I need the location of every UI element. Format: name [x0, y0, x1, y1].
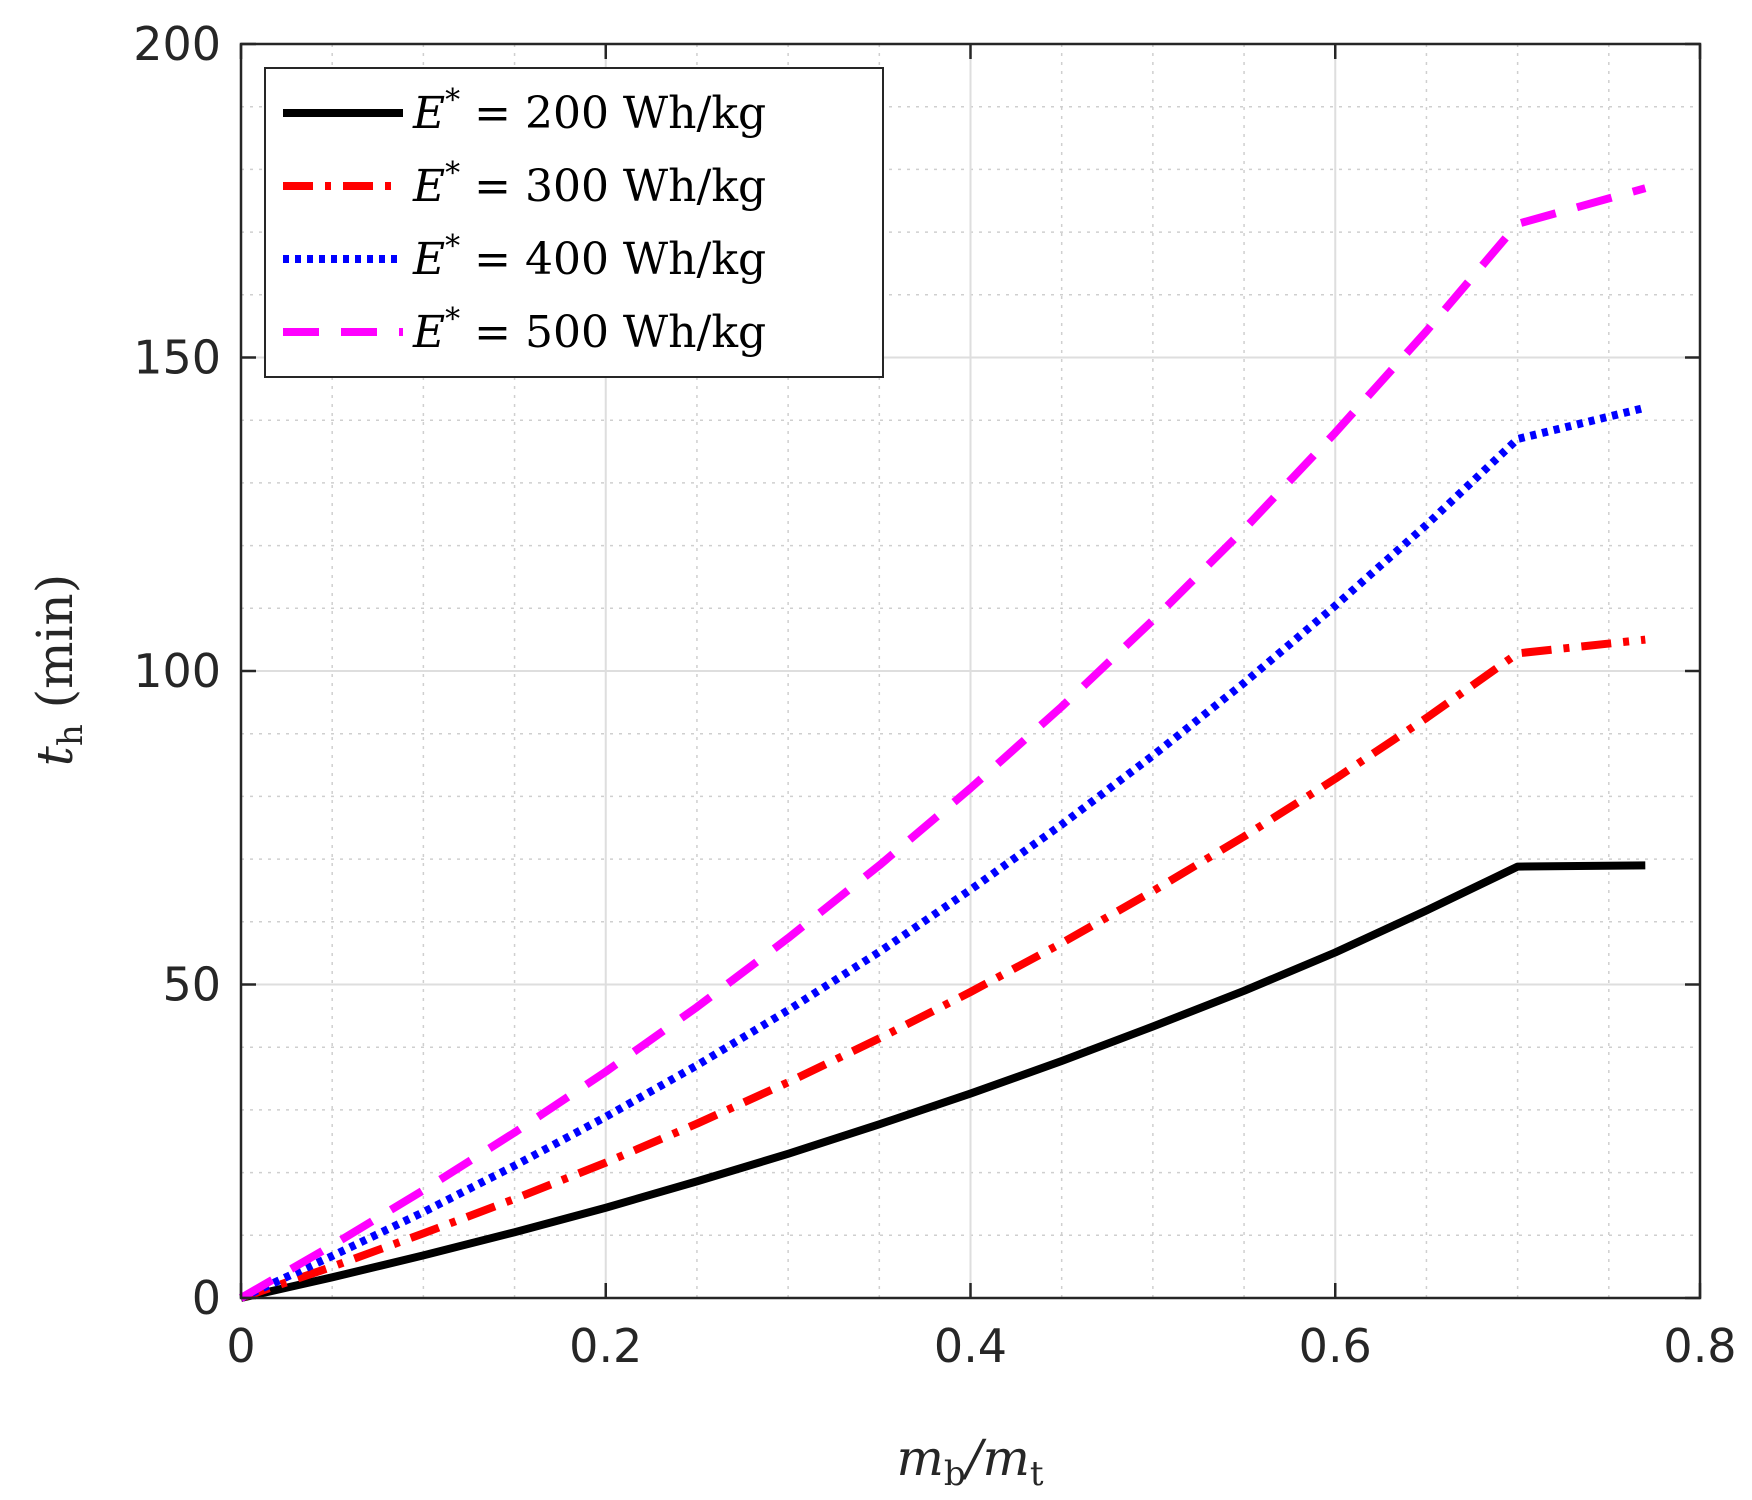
x-tick-labels: 0 0.2 0.4 0.6 0.8 — [226, 1319, 1736, 1373]
x-tick-label: 0.2 — [569, 1319, 642, 1373]
series-line-4 — [238, 184, 1647, 1302]
legend-label-4: E* = 500 Wh/kg — [412, 302, 766, 358]
y-tick-label: 150 — [133, 331, 221, 385]
series-line-2 — [239, 635, 1646, 1302]
y-axis-title: th (min) — [26, 574, 91, 767]
x-axis-label-text: mb/mt — [896, 1429, 1043, 1494]
series-line-3 — [239, 403, 1647, 1302]
series-layer — [238, 184, 1647, 1302]
x-axis-sub-t: t — [1030, 1454, 1044, 1494]
x-axis-title: mb/mt — [896, 1429, 1043, 1494]
y-tick-label: 200 — [133, 17, 221, 71]
y-axis-unit: (min) — [26, 574, 84, 725]
y-tick-labels: 0 50 100 150 200 — [133, 17, 221, 1325]
legend-var: E — [412, 88, 445, 139]
tick-marks — [239, 42, 1702, 1300]
y-axis-label-text: th (min) — [26, 574, 91, 767]
series-line-1 — [240, 861, 1646, 1302]
legend-label-3: E* = 400 Wh/kg — [412, 229, 766, 285]
legend-var: E — [412, 307, 445, 358]
legend-label-1: E* = 200 Wh/kg — [412, 83, 766, 139]
legend-rest: = 400 Wh/kg — [460, 234, 766, 285]
legend-sup: * — [445, 83, 460, 118]
x-axis-slash: /m — [962, 1429, 1030, 1487]
y-axis-sub-h: h — [51, 724, 91, 746]
y-tick-label: 0 — [192, 1271, 221, 1325]
legend-var: E — [412, 234, 445, 285]
legend-sup: * — [445, 156, 460, 191]
legend-box — [264, 67, 884, 378]
legend-sup: * — [445, 229, 460, 264]
x-tick-label: 0.6 — [1299, 1319, 1372, 1373]
y-tick-label: 50 — [162, 958, 221, 1012]
legend-label-2: E* = 300 Wh/kg — [412, 156, 766, 212]
x-tick-label: 0 — [226, 1319, 255, 1373]
legend-sup: * — [445, 302, 460, 337]
legend: E* = 200 Wh/kgE* = 300 Wh/kgE* = 400 Wh/… — [264, 67, 884, 378]
legend-rest: = 300 Wh/kg — [460, 161, 766, 212]
legend-rest: = 200 Wh/kg — [460, 88, 766, 139]
x-axis-sub-b: b — [944, 1454, 966, 1494]
legend-var: E — [412, 161, 445, 212]
y-tick-label: 100 — [133, 644, 221, 698]
legend-rest: = 500 Wh/kg — [460, 307, 766, 358]
x-tick-label: 0.8 — [1663, 1319, 1736, 1373]
x-tick-label: 0.4 — [934, 1319, 1007, 1373]
